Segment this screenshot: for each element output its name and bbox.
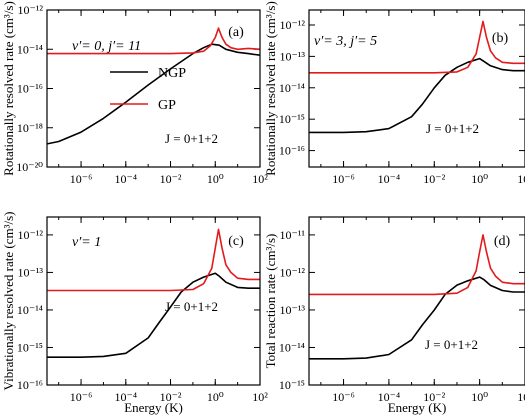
j-sum-label: J = 0+1+2: [425, 337, 478, 352]
y-tick-label: 10⁻¹²: [17, 3, 43, 17]
series-ngp-line: [309, 57, 525, 134]
j-sum-label: J = 0+1+2: [165, 299, 218, 314]
y-tick-label: 10⁻¹⁵: [279, 112, 305, 126]
series-gp-line: [309, 20, 525, 74]
y-axis-label: Rotationally resolved rate (cm³/s): [263, 1, 278, 176]
series-gp-line: [47, 27, 260, 55]
legend-entry-ngp: NGP: [158, 66, 186, 81]
series-ngp-line: [47, 272, 260, 359]
x-tick-label: 10²: [517, 172, 525, 186]
y-tick-label: 10⁻²⁰: [16, 160, 43, 174]
panel-annotation: v′= 3, j′= 5: [314, 34, 377, 49]
y-tick-label: 10⁻¹⁴: [17, 303, 43, 317]
y-tick-label: 10⁻¹³: [17, 265, 43, 279]
panel-tag: (d): [494, 234, 511, 249]
panel-annotation: v′= 1: [72, 235, 101, 250]
panel-annotation: v′= 0, j′= 11: [72, 39, 141, 54]
y-tick-label: 10⁻¹²: [279, 265, 305, 279]
x-tick-label: 10⁻²: [423, 390, 445, 404]
plot-frame: [46, 216, 261, 386]
x-tick-label: 10²: [517, 390, 525, 404]
legend-entry-gp: GP: [158, 98, 176, 113]
x-tick-label: 10⁻⁴: [115, 172, 138, 186]
y-tick-label: 10⁻¹⁶: [279, 144, 305, 158]
series-gp-line: [309, 234, 525, 296]
y-tick-label: 10⁻¹⁶: [17, 82, 43, 96]
y-tick-label: 10⁻¹⁴: [17, 42, 43, 56]
x-tick-label: 10⁻²: [160, 390, 182, 404]
x-tick-label: 10²: [252, 390, 268, 404]
y-tick-label: 10⁻¹⁵: [17, 340, 43, 354]
x-tick-label: 10⁻⁶: [70, 390, 93, 404]
y-tick-label: 10⁻¹²: [279, 18, 305, 32]
x-tick-label: 10⁻⁴: [378, 172, 401, 186]
plot-frame: [46, 9, 261, 168]
x-tick-label: 10⁻²: [423, 172, 445, 186]
panel-tag: (c): [228, 234, 244, 249]
y-tick-label: 10⁻¹³: [279, 303, 305, 317]
x-tick-label: 10⁻⁴: [115, 390, 138, 404]
y-tick-label: 10⁻¹⁴: [279, 340, 305, 354]
x-tick-label: 10⁻⁶: [332, 390, 355, 404]
y-axis-label: Vibrationally resolved rate (cm³/s): [1, 212, 16, 391]
x-tick-label: 10⁻²: [160, 172, 182, 186]
y-tick-label: 10⁻¹²: [17, 228, 43, 242]
panel-tag: (a): [228, 25, 244, 40]
y-tick-label: 10⁻¹⁶: [17, 378, 43, 392]
y-tick-label: 10⁻¹¹: [279, 228, 305, 242]
x-tick-label: 10⁰: [471, 390, 488, 404]
x-tick-label: 10⁰: [207, 172, 224, 186]
plot-frame: [308, 9, 525, 168]
series-gp-line: [47, 228, 260, 292]
y-tick-label: 10⁻¹³: [279, 49, 305, 63]
plot-frame: [308, 216, 525, 386]
y-tick-label: 10⁻¹⁵: [279, 378, 305, 392]
y-axis-label: Rotationally resolved rate (cm³/s): [1, 1, 16, 176]
j-sum-label: J = 0+1+2: [426, 121, 479, 136]
y-tick-label: 10⁻¹⁸: [17, 121, 43, 135]
x-tick-label: 10⁰: [207, 390, 224, 404]
j-sum-label: J = 0+1+2: [165, 131, 218, 146]
x-axis-label: Energy (K): [388, 400, 447, 415]
x-tick-label: 10⁰: [471, 172, 488, 186]
x-tick-label: 10⁻⁶: [332, 172, 355, 186]
x-tick-label: 10²: [252, 172, 268, 186]
panel-tag: (b): [492, 31, 509, 46]
series-ngp-line: [47, 43, 260, 145]
x-tick-label: 10⁻⁶: [70, 172, 93, 186]
x-axis-label: Energy (K): [124, 400, 183, 415]
y-tick-label: 10⁻¹⁴: [279, 81, 305, 95]
y-axis-label: Total reaction rate (cm³/s): [263, 234, 278, 369]
x-tick-label: 10⁻⁴: [378, 390, 401, 404]
series-ngp-line: [309, 276, 525, 360]
